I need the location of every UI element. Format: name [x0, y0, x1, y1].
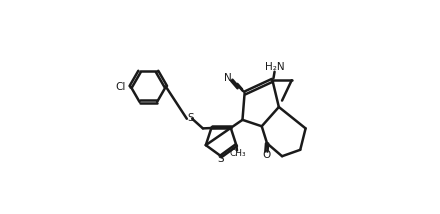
Text: H₂N: H₂N [265, 62, 284, 72]
Text: Cl: Cl [115, 82, 125, 92]
Text: CH₃: CH₃ [229, 149, 246, 158]
Text: O: O [262, 150, 270, 160]
Text: S: S [218, 155, 224, 164]
Text: S: S [187, 113, 194, 123]
Text: N: N [224, 73, 232, 83]
